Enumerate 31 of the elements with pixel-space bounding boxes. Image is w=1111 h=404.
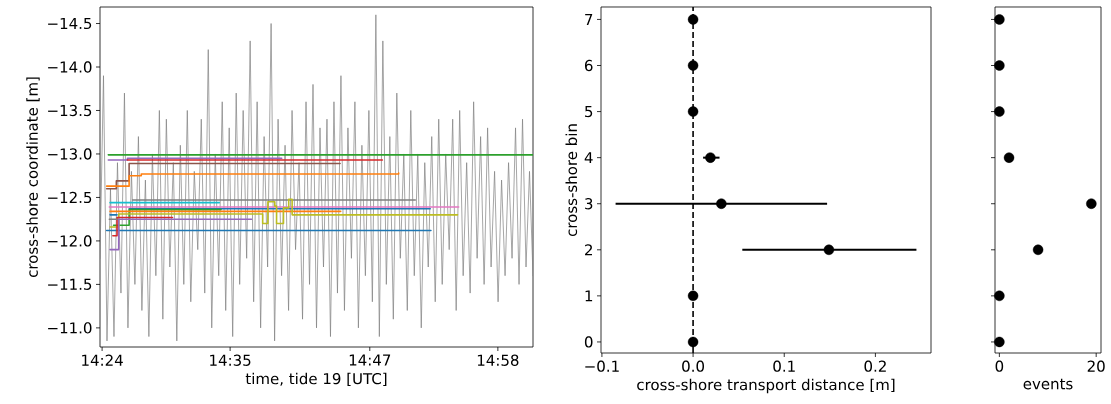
x-tick-label: 14:35 (210, 354, 251, 366)
y-tick-label: −11.0 (48, 322, 92, 334)
y-tick-label: 2 (585, 244, 592, 256)
y-tick-label: −14.5 (48, 17, 92, 30)
y-tick-label: 5 (585, 106, 593, 118)
x-axis-title: cross-shore transport distance [m] (637, 378, 895, 394)
y-tick-label: −12.5 (48, 191, 92, 204)
y-tick-label: −13.0 (48, 148, 92, 160)
x-tick-label: 14:47 (349, 354, 391, 366)
y-tick-label: −11.5 (48, 278, 92, 290)
x-tick-label: 0.2 (864, 360, 886, 372)
y-tick-label: 0 (584, 336, 593, 348)
y-axis-title: cross-shore bin (565, 124, 578, 237)
x-tick-label: 0.0 (682, 360, 705, 372)
x-tick-label: 0.1 (773, 360, 795, 372)
y-axis-title: cross-shore coordinate [m] (26, 77, 40, 278)
x-tick-label: 14:58 (477, 354, 519, 366)
x-axis-title: events (1023, 378, 1073, 390)
x-tick-label: 0 (995, 360, 1004, 372)
y-tick-label: −13.5 (48, 104, 92, 117)
y-tick-label: 6 (584, 59, 593, 72)
x-tick-label: 20 (1087, 360, 1105, 372)
y-tick-label: −14.0 (48, 61, 92, 73)
x-axis-title: time, tide 19 [UTC] (245, 372, 387, 387)
x-tick-label: 14:24 (82, 354, 123, 366)
y-tick-label: 4 (584, 152, 593, 164)
y-tick-label: −12.0 (48, 235, 92, 247)
y-tick-label: 1 (585, 290, 593, 302)
x-tick-label: −0.1 (585, 360, 619, 372)
y-tick-label: 7 (585, 13, 593, 25)
y-tick-label: 3 (585, 198, 593, 210)
